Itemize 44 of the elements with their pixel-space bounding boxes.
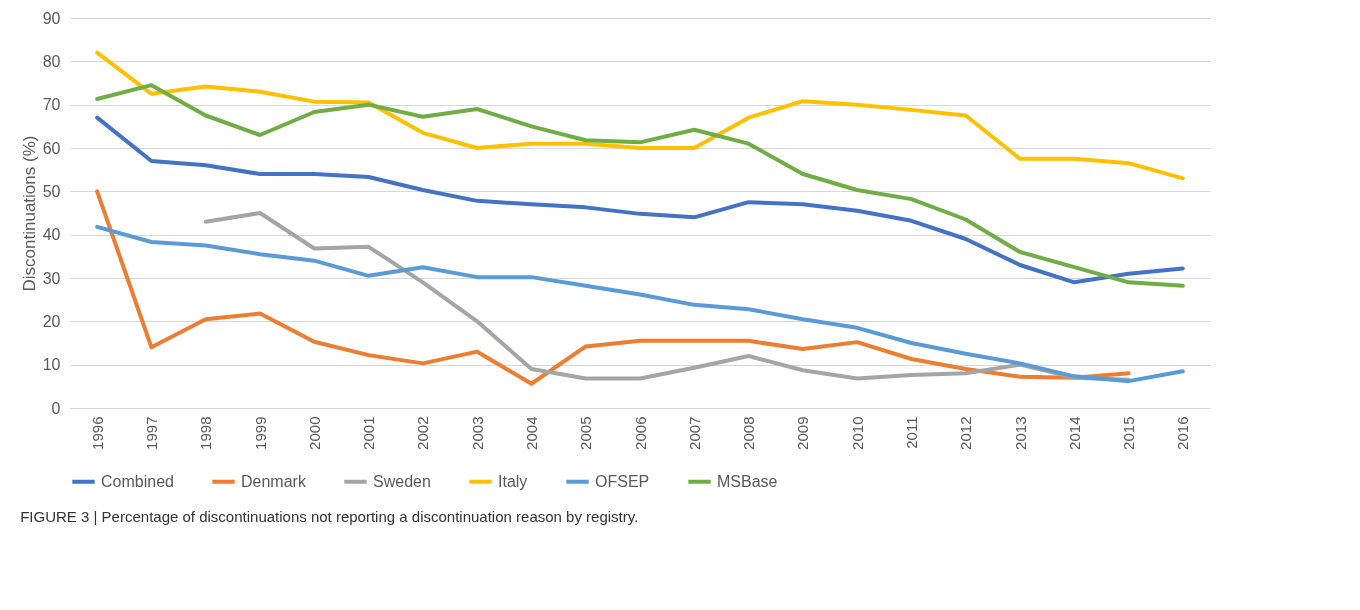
line-series xyxy=(95,115,1185,285)
legend-label: MSBase xyxy=(717,472,778,490)
y-tick-label: 70 xyxy=(42,96,61,114)
y-tick-label: 0 xyxy=(51,399,61,417)
x-tick-label: 1997 xyxy=(142,416,160,450)
x-tick-label: 2003 xyxy=(468,416,486,450)
caption: FIGURE 3 | Percentage of discontinuations not reporting a discontinuation reason by registry. xyxy=(20,508,639,525)
x-tick-label: 2006 xyxy=(631,416,649,450)
legend-label: OFSEP xyxy=(595,472,650,490)
x-tick-label: 2007 xyxy=(685,416,703,450)
x-tick-label: 2013 xyxy=(1011,416,1029,450)
x-tick-label: 2001 xyxy=(360,416,378,450)
x-tick-label: 2005 xyxy=(577,416,595,450)
x-tick-label: 1996 xyxy=(88,416,106,450)
x-tick-label: 2012 xyxy=(957,416,975,450)
line-series xyxy=(95,50,1185,181)
legend-label: Italy xyxy=(498,472,528,490)
line-series xyxy=(95,189,1131,386)
x-tick-label: 2000 xyxy=(305,416,323,450)
y-tick-label: 10 xyxy=(42,356,61,374)
y-axis-title: Discontinuations (%) xyxy=(19,135,39,292)
x-tick-label: 2014 xyxy=(1065,416,1083,450)
y-tick-label: 20 xyxy=(42,312,61,330)
x-tick-label: 2010 xyxy=(848,416,866,450)
line-series xyxy=(95,224,1185,384)
x-tick-label: 2016 xyxy=(1174,416,1192,450)
y-tick-label: 30 xyxy=(42,269,61,287)
line-series xyxy=(95,83,1185,288)
y-tick-label: 80 xyxy=(42,52,61,70)
x-tick-label: 2015 xyxy=(1120,416,1138,450)
legend-label: Denmark xyxy=(241,472,307,490)
y-tick-label: 60 xyxy=(42,139,61,157)
x-tick-label: 2009 xyxy=(794,416,812,450)
x-tick-label: 2011 xyxy=(902,416,920,449)
x-tick-label: 2004 xyxy=(522,416,540,450)
y-tick-label: 50 xyxy=(42,182,61,200)
legend-label: Combined xyxy=(101,472,174,490)
y-tick-label: 90 xyxy=(42,9,61,27)
x-tick-label: 1999 xyxy=(251,416,269,450)
x-tick-label: 2002 xyxy=(414,416,432,450)
x-tick-label: 1998 xyxy=(197,416,215,450)
legend-label: Sweden xyxy=(373,472,431,490)
y-tick-label: 40 xyxy=(42,226,61,244)
x-tick-label: 2008 xyxy=(740,416,758,450)
